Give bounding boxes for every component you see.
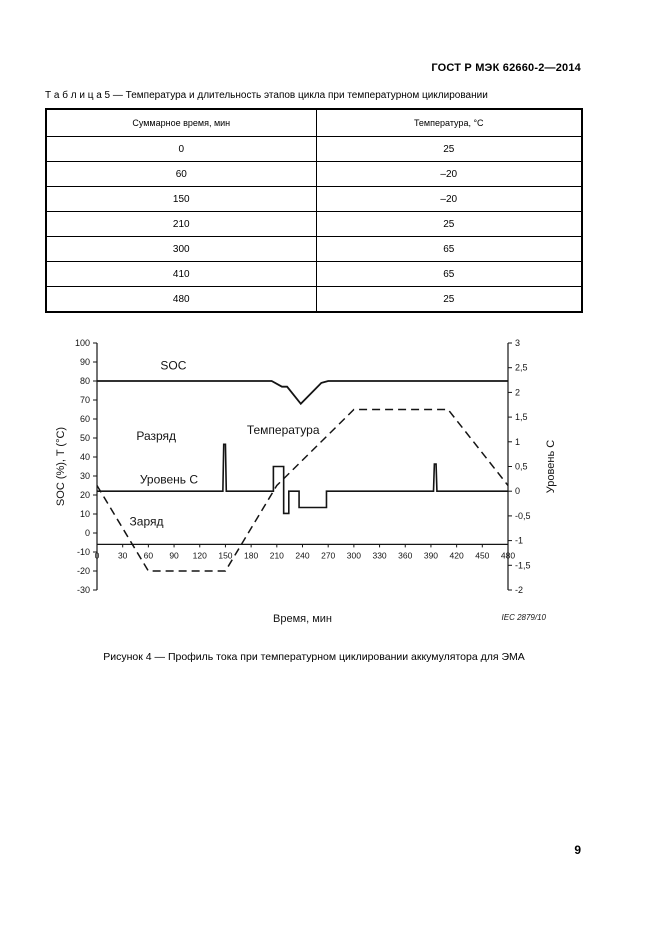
table-header-row: Суммарное время, мин Температура, °С xyxy=(45,108,583,137)
cell-temperature: –20 xyxy=(315,186,583,212)
table-row: 480 25 xyxy=(45,286,583,313)
y-left-axis-title: SOC (%), T (°C) xyxy=(55,427,67,506)
y-left-tick-label: 50 xyxy=(80,433,90,443)
cell-time: 0 xyxy=(45,136,317,162)
x-tick-label: 420 xyxy=(450,550,464,560)
y-right-tick-label: 3 xyxy=(515,338,520,348)
temperature-cycle-table: Суммарное время, мин Температура, °С 0 25… xyxy=(45,108,583,313)
x-tick-label: 240 xyxy=(295,550,309,560)
figure-caption: Рисунок 4 — Профиль тока при температурн… xyxy=(103,651,525,663)
y-right-tick-label: -1,5 xyxy=(515,560,531,570)
table-caption: Т а б л и ц а 5 — Температура и длительн… xyxy=(45,90,488,101)
x-axis-title: Время, мин xyxy=(273,613,332,625)
y-right-tick-label: 1 xyxy=(515,437,520,447)
cell-time: 480 xyxy=(45,286,317,313)
chart-annotation: Заряд xyxy=(130,514,164,528)
x-tick-label: 210 xyxy=(270,550,284,560)
cell-time: 300 xyxy=(45,236,317,262)
chart-annotation: SOC xyxy=(160,359,186,373)
cell-temperature: 65 xyxy=(315,261,583,287)
cell-temperature: 25 xyxy=(315,211,583,237)
col-header-temperature: Температура, °С xyxy=(315,108,583,137)
chart-annotation: Уровень С xyxy=(140,473,199,487)
x-tick-label: 330 xyxy=(372,550,386,560)
y-left-tick-label: 0 xyxy=(85,528,90,538)
y-left-tick-label: -30 xyxy=(77,585,90,595)
y-left-tick-label: 30 xyxy=(80,471,90,481)
cell-time: 210 xyxy=(45,211,317,237)
y-right-axis-title: Уровень С xyxy=(545,440,557,493)
y-left-tick-label: 10 xyxy=(80,509,90,519)
cell-time: 150 xyxy=(45,186,317,212)
x-tick-label: 300 xyxy=(347,550,361,560)
x-tick-label: 270 xyxy=(321,550,335,560)
table-row: 0 25 xyxy=(45,136,583,162)
y-left-tick-label: 90 xyxy=(80,357,90,367)
table-row: 300 65 xyxy=(45,236,583,262)
x-tick-label: 60 xyxy=(144,550,154,560)
table-row: 60 –20 xyxy=(45,161,583,187)
x-tick-label: 390 xyxy=(424,550,438,560)
x-tick-label: 450 xyxy=(475,550,489,560)
y-left-tick-label: -20 xyxy=(77,566,90,576)
x-tick-label: 30 xyxy=(118,550,128,560)
document-header: ГОСТ Р МЭК 62660-2—2014 xyxy=(431,62,581,74)
cell-time: 410 xyxy=(45,261,317,287)
y-left-tick-label: 60 xyxy=(80,414,90,424)
cell-temperature: 65 xyxy=(315,236,583,262)
y-right-tick-label: -1 xyxy=(515,536,523,546)
y-left-tick-label: 70 xyxy=(80,395,90,405)
current-profile-chart: 1009080706050403020100-10-20-3032,521,51… xyxy=(55,338,557,625)
x-tick-label: 90 xyxy=(169,550,179,560)
series-soc xyxy=(97,380,508,406)
col-header-time: Суммарное время, мин xyxy=(45,108,317,137)
x-tick-label: 480 xyxy=(501,550,515,560)
y-left-tick-label: -10 xyxy=(77,547,90,557)
cell-temperature: –20 xyxy=(315,161,583,187)
x-tick-label: 150 xyxy=(218,550,232,560)
y-left-tick-label: 80 xyxy=(80,376,90,386)
chart-annotation: Температура xyxy=(247,423,320,437)
x-tick-label: 180 xyxy=(244,550,258,560)
y-right-tick-label: -0,5 xyxy=(515,511,531,521)
table-row: 150 –20 xyxy=(45,186,583,212)
y-left-tick-label: 20 xyxy=(80,490,90,500)
y-right-tick-label: 1,5 xyxy=(515,412,528,422)
chart-annotation: Разряд xyxy=(136,429,176,443)
cell-temperature: 25 xyxy=(315,136,583,162)
series-current xyxy=(97,443,508,515)
x-tick-label: 120 xyxy=(193,550,207,560)
y-right-tick-label: -2 xyxy=(515,585,523,595)
figure-source-note: IEC 2879/10 xyxy=(502,613,547,622)
y-right-tick-label: 2,5 xyxy=(515,363,528,373)
page-number: 9 xyxy=(574,843,581,857)
cell-time: 60 xyxy=(45,161,317,187)
y-right-tick-label: 0,5 xyxy=(515,462,528,472)
y-left-tick-label: 100 xyxy=(75,338,90,348)
table-row: 410 65 xyxy=(45,261,583,287)
x-tick-label: 0 xyxy=(95,550,100,560)
series-temperature xyxy=(96,408,509,572)
x-tick-label: 360 xyxy=(398,550,412,560)
figure-4: 100 90 80 70 60 50 40 30 20 10 0 -10 -20 -30 3 2,5 2 1,5 1… xyxy=(48,335,568,637)
table-row: 210 25 xyxy=(45,211,583,237)
y-right-tick-label: 0 xyxy=(515,486,520,496)
cell-temperature: 25 xyxy=(315,286,583,313)
y-left-tick-label: 40 xyxy=(80,452,90,462)
y-right-tick-label: 2 xyxy=(515,387,520,397)
